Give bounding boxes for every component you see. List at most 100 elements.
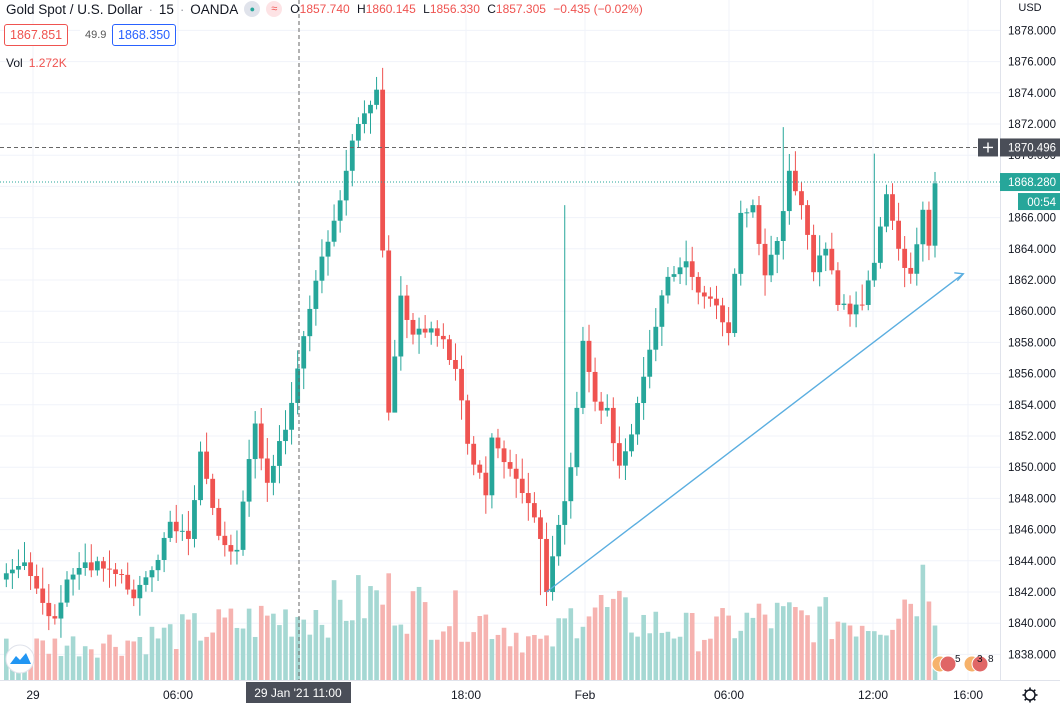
candle-body: [64, 579, 70, 603]
candle-body: [40, 588, 46, 603]
volume-bar: [538, 638, 543, 680]
candle-body: [404, 295, 410, 320]
candle: [355, 117, 361, 148]
volume-bar: [155, 638, 161, 680]
candle-body: [841, 303, 847, 305]
tradingview-logo-icon[interactable]: [5, 644, 35, 674]
candle: [932, 171, 938, 258]
volume-bar: [902, 599, 907, 680]
candle: [701, 285, 707, 309]
high-label: H: [357, 2, 366, 16]
volume-bar: [186, 619, 191, 680]
candle: [732, 268, 738, 337]
volume-bar: [908, 603, 914, 680]
events-flag-icon[interactable]: [971, 655, 989, 673]
sell-button[interactable]: 1867.851: [4, 24, 69, 46]
volume-bar: [890, 629, 895, 680]
event-count: 5: [955, 654, 961, 665]
candle-body: [179, 530, 185, 532]
candle-body: [683, 261, 689, 268]
candle: [440, 323, 446, 349]
buy-button[interactable]: 1868.350: [112, 24, 177, 46]
candle: [471, 436, 477, 476]
market-status-icon[interactable]: ●: [244, 1, 261, 17]
candle-body: [811, 234, 817, 273]
candle: [283, 410, 288, 455]
logo-shape: [10, 653, 31, 664]
candle: [22, 542, 27, 571]
candle: [689, 246, 695, 291]
candle-body: [623, 451, 628, 466]
volume-bar: [349, 620, 355, 680]
change-value: −0.435 (−0.02%): [553, 2, 643, 16]
candle: [799, 181, 804, 220]
candle-body: [289, 402, 294, 430]
volume-bar: [46, 653, 52, 680]
price-tick-label: 1856.000: [1008, 369, 1056, 381]
volume-bar: [817, 606, 822, 680]
exchange: OANDA: [190, 1, 239, 17]
candle-body: [774, 241, 780, 255]
candle: [137, 575, 143, 616]
compare-icon[interactable]: ≈: [266, 1, 283, 17]
candle: [513, 454, 519, 498]
candle-body: [465, 400, 471, 444]
candle: [884, 184, 889, 233]
plus-icon-glyph: [983, 142, 993, 153]
candle-body: [853, 304, 859, 315]
candle-body: [871, 262, 877, 281]
candle: [131, 579, 137, 607]
candle-body: [896, 220, 901, 249]
volume-bar: [744, 612, 750, 680]
candle-body: [3, 573, 9, 580]
candle-body: [550, 556, 555, 592]
candle: [653, 308, 659, 362]
candle: [902, 236, 908, 288]
volume-bar: [641, 614, 646, 680]
candle: [88, 544, 94, 578]
volume-bar: [34, 638, 39, 680]
candle: [859, 284, 865, 311]
price-tick-label: 1874.000: [1008, 88, 1056, 100]
candle-body: [865, 280, 871, 305]
volume-bar: [835, 621, 841, 680]
volume-bar: [513, 632, 519, 680]
candle: [604, 394, 610, 417]
candle: [495, 428, 501, 459]
volume-bar: [307, 634, 313, 680]
candle-body: [610, 407, 616, 444]
candle: [252, 411, 258, 479]
candle: [817, 235, 823, 287]
separator: ·: [179, 1, 185, 17]
candle: [173, 504, 179, 543]
candle-body: [386, 250, 392, 413]
candle-body: [568, 467, 574, 502]
volume-bar: [750, 617, 756, 680]
candle-body: [149, 570, 155, 578]
volume-bar: [799, 610, 804, 680]
trendline[interactable]: [546, 273, 964, 593]
symbol-name[interactable]: Gold Spot / U.S. Dollar: [6, 1, 143, 17]
price-axis[interactable]: [1000, 0, 1060, 707]
volume-bar: [896, 618, 901, 680]
candle-body: [313, 280, 319, 309]
candle-body: [835, 270, 841, 305]
volume-bar: [847, 625, 853, 680]
event-count: 8: [988, 654, 994, 665]
candle-body: [629, 434, 634, 452]
volume-bar: [161, 627, 167, 680]
interval[interactable]: 15: [158, 1, 174, 17]
candle-body: [671, 274, 677, 277]
candle: [58, 585, 64, 638]
candle: [94, 556, 100, 576]
candle-body: [119, 574, 125, 576]
events-flag-icon[interactable]: [939, 655, 957, 673]
candle-body: [16, 566, 21, 570]
candle-body: [28, 562, 33, 577]
separator: ·: [148, 1, 153, 17]
candle: [598, 392, 604, 425]
candle-body: [616, 443, 622, 466]
candle-body: [471, 443, 477, 465]
volume-bar: [732, 638, 737, 680]
